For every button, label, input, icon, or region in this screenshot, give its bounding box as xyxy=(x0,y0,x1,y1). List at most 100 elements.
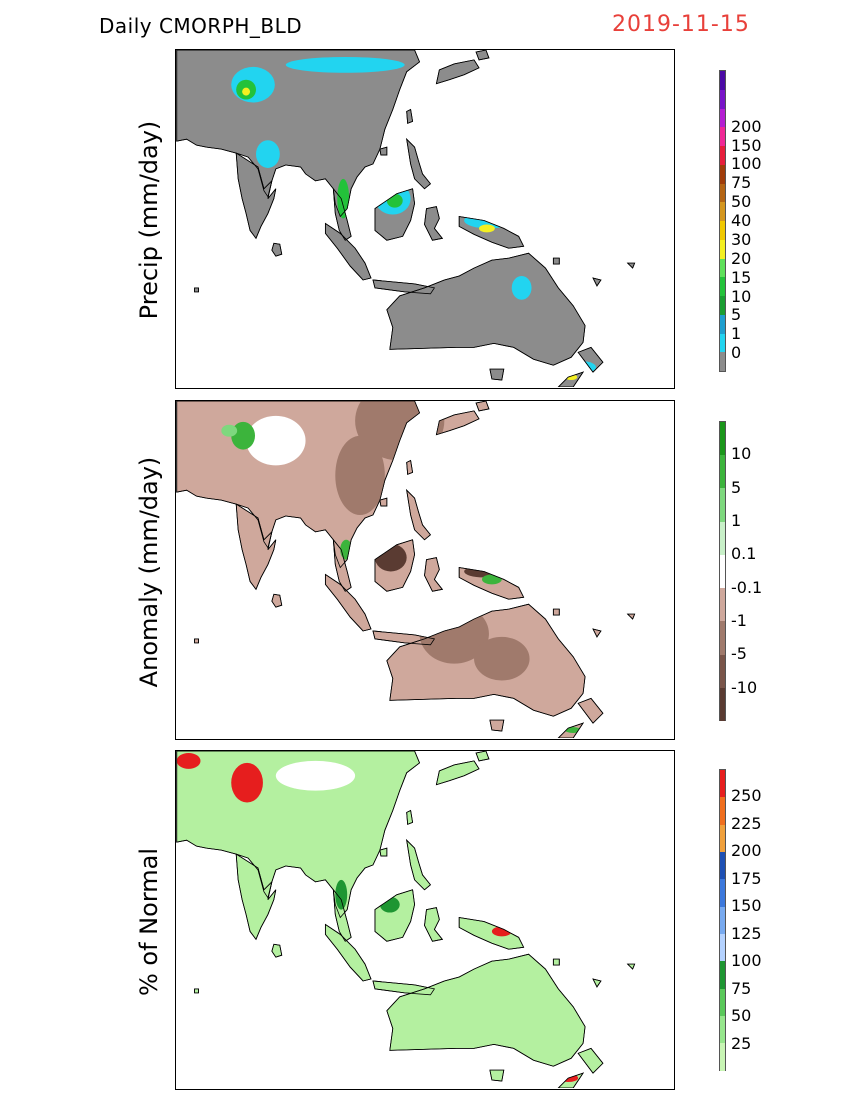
field-patch xyxy=(275,760,356,791)
colorbar-tick-label: 125 xyxy=(731,923,762,943)
coastline xyxy=(235,503,277,591)
colorbar-percent xyxy=(719,769,726,1071)
coastline xyxy=(557,722,585,738)
field-patch xyxy=(242,87,251,96)
colorbar-swatch xyxy=(720,961,725,989)
land-region xyxy=(552,257,560,265)
colorbar-swatch xyxy=(720,127,725,147)
coastline xyxy=(194,638,199,644)
coastline xyxy=(577,346,604,373)
colorbar-tick-label: 175 xyxy=(731,868,762,888)
coastline xyxy=(557,1072,585,1088)
coastline xyxy=(386,603,586,717)
colorbar-swatch xyxy=(720,654,725,688)
coastline xyxy=(435,59,480,85)
coastline xyxy=(235,853,277,941)
field-patch xyxy=(479,224,495,233)
colorbar-swatch xyxy=(720,146,725,165)
coastline xyxy=(176,50,421,218)
field-patch xyxy=(335,879,348,910)
coastline xyxy=(489,719,505,732)
chart-title: Daily CMORPH_BLD xyxy=(99,14,303,38)
colorbar-tick-label: 1 xyxy=(731,324,742,344)
coastline xyxy=(194,988,199,994)
coastline xyxy=(379,497,388,507)
coastline xyxy=(379,847,388,857)
coastline xyxy=(435,410,480,436)
colorbar-tick-label: 150 xyxy=(731,135,762,155)
coastline xyxy=(592,978,602,988)
colorbar-tick-label: 5 xyxy=(731,477,742,497)
colorbar-tick-label: 25 xyxy=(731,1033,752,1053)
coastline xyxy=(271,943,283,958)
field-patch xyxy=(474,636,530,681)
colorbar-swatch xyxy=(720,164,725,184)
colorbar-tick-label: 75 xyxy=(731,978,752,998)
ylabel-anomaly: Anomaly (mm/day) xyxy=(135,456,163,688)
coastline xyxy=(372,279,436,295)
coastline xyxy=(324,573,372,632)
coastline xyxy=(458,567,525,600)
colorbar-tick-label: 20 xyxy=(731,248,752,268)
map-percent xyxy=(175,750,675,1090)
colorbar-tick-label: -10 xyxy=(731,677,758,697)
coastline xyxy=(324,923,372,982)
colorbar-swatch xyxy=(720,422,725,456)
colorbar-tick-label: 40 xyxy=(731,211,752,230)
coastline xyxy=(374,889,415,942)
colorbar-swatch xyxy=(720,239,725,259)
field-patch xyxy=(511,275,532,300)
coastline xyxy=(406,839,431,891)
coastline xyxy=(552,257,560,265)
colorbar-swatch xyxy=(720,797,725,825)
coastline xyxy=(324,222,372,281)
colorbar-swatch xyxy=(720,277,725,297)
coastline xyxy=(194,287,199,293)
land-region xyxy=(552,958,560,966)
coastline xyxy=(372,980,436,996)
map-anomaly xyxy=(175,400,675,740)
colorbar-swatch xyxy=(720,1016,725,1044)
colorbar-swatch xyxy=(720,687,725,721)
coastline xyxy=(552,608,560,616)
coastline xyxy=(626,262,636,269)
coastline xyxy=(626,963,636,970)
field-patch xyxy=(419,752,436,765)
colorbar-swatch xyxy=(720,108,725,128)
colorbar-tick-label: 5 xyxy=(731,305,742,325)
coastline xyxy=(592,628,602,638)
coastline xyxy=(626,613,636,620)
coastline xyxy=(552,958,560,966)
coastline xyxy=(424,206,444,241)
colorbar-tick-label: 100 xyxy=(731,951,762,971)
land-region xyxy=(194,287,199,293)
coastline xyxy=(577,1047,604,1074)
colorbar-tick-label: 0.1 xyxy=(731,544,757,564)
coastline xyxy=(475,401,490,412)
field-patch xyxy=(176,752,201,769)
map-canvas xyxy=(176,751,636,1088)
colorbar-swatch xyxy=(720,296,725,315)
coastline xyxy=(424,907,444,942)
colorbar-tick-label: -5 xyxy=(731,644,747,664)
colorbar-swatch xyxy=(720,314,725,334)
colorbar-swatch xyxy=(720,221,725,240)
colorbar-tick-label: 10 xyxy=(731,444,752,464)
field-patch xyxy=(481,574,502,585)
colorbar-tick-label: 15 xyxy=(731,267,752,287)
colorbar-swatch xyxy=(720,89,725,109)
colorbar-tick-label: 200 xyxy=(731,116,762,136)
land-region xyxy=(194,638,199,644)
field-patch xyxy=(386,193,403,208)
land-region xyxy=(552,608,560,616)
colorbar-swatch xyxy=(720,852,725,880)
field-patch xyxy=(256,140,280,168)
colorbar-tick-label: 50 xyxy=(731,1006,752,1026)
coastline xyxy=(271,593,283,608)
colorbar-swatch xyxy=(720,352,725,372)
field-patch xyxy=(568,361,596,374)
coastline xyxy=(435,760,480,786)
colorbar-precip xyxy=(719,70,726,372)
coastline xyxy=(475,751,490,762)
coastline xyxy=(406,108,414,124)
